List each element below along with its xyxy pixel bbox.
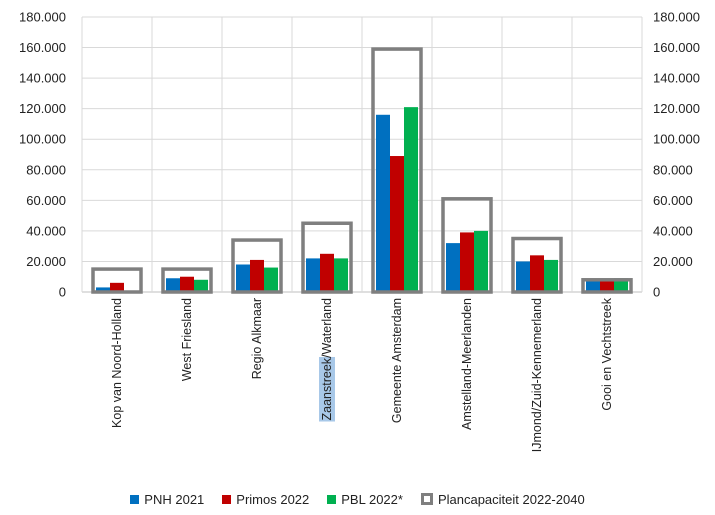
- right-y-axis: 0 20.000 40.000 60.000 80.000 100.000 120.000 1…: [653, 10, 700, 300]
- bar-plancapaciteit-outline: [161, 267, 213, 294]
- left-tick-label: 0: [59, 285, 66, 300]
- legend-label-primos: Primos 2022: [236, 491, 310, 507]
- bar-plancapaciteit-outline: [441, 197, 493, 294]
- bar-pbl-2022: [474, 230, 488, 292]
- bar-pnh-2021: [306, 258, 320, 292]
- left-tick-label: 160.000: [19, 40, 66, 55]
- right-tick-label: 0: [653, 285, 660, 300]
- legend-swatch-pbl: [327, 494, 337, 504]
- bar-primos-2022: [250, 259, 264, 292]
- bar-pbl-2022: [544, 259, 558, 292]
- label-highlight: [319, 356, 335, 422]
- legend-label-pnh: PNH 2021: [144, 491, 205, 507]
- bar-pnh-2021: [96, 287, 110, 292]
- left-tick-label: 60.000: [26, 193, 66, 208]
- left-y-axis: 0 20.000 40.000 60.000 80.000 100.000 120.000 1…: [19, 10, 66, 300]
- left-tick-label: 180.000: [19, 10, 66, 25]
- bar-plancapaciteit-outline: [231, 238, 283, 294]
- category-label: IJmond/Zuid-Kennemerland: [530, 298, 544, 452]
- bar-plancapaciteit-outline: [511, 236, 563, 294]
- legend-swatch-primos: [222, 494, 232, 504]
- bar-pbl-2022: [194, 279, 208, 292]
- bar-pnh-2021: [446, 243, 460, 292]
- bar-plancapaciteit-outline: [91, 267, 143, 294]
- bars-layer: [91, 47, 633, 294]
- bar-primos-2022: [180, 276, 194, 292]
- left-tick-label: 40.000: [26, 223, 66, 238]
- bar-primos-2022: [390, 156, 404, 292]
- label-highlight-rect: [319, 356, 335, 422]
- bar-pbl-2022: [334, 258, 348, 292]
- bar-primos-2022: [110, 282, 124, 292]
- right-tick-label: 160.000: [653, 40, 700, 55]
- right-tick-label: 20.000: [653, 254, 693, 269]
- legend: PNH 2021 Primos 2022 PBL 2022* Plancapac…: [0, 489, 715, 509]
- bar-pbl-2022: [404, 107, 418, 292]
- bar-plancapaciteit-outline: [581, 278, 633, 294]
- right-tick-label: 80.000: [653, 162, 693, 177]
- bar-pbl-2022: [264, 267, 278, 292]
- legend-item-primos: Primos 2022: [222, 492, 309, 507]
- right-tick-label: 100.000: [653, 132, 700, 147]
- legend-item-pbl: PBL 2022*: [327, 492, 403, 507]
- left-tick-label: 100.000: [19, 132, 66, 147]
- legend-item-plancapaciteit: Plancapaciteit 2022-2040: [420, 491, 585, 507]
- category-labels: Kop van Noord-Holland West Friesland Regio…: [110, 297, 614, 452]
- bar-primos-2022: [460, 232, 474, 292]
- grid-layer: [81, 16, 643, 293]
- legend-label-plancapaciteit: Plancapaciteit 2022-2040: [437, 491, 585, 507]
- bar-pnh-2021: [166, 278, 180, 292]
- right-tick-label: 140.000: [653, 71, 700, 86]
- bar-pnh-2021: [516, 261, 530, 292]
- legend-label-pbl: PBL 2022*: [341, 491, 403, 507]
- left-tick-label: 80.000: [26, 162, 66, 177]
- legend-swatch-plancapaciteit: [420, 493, 433, 505]
- bar-pnh-2021: [376, 114, 390, 293]
- legend-swatch-pnh: [130, 494, 140, 504]
- left-tick-label: 20.000: [26, 254, 66, 269]
- bar-pnh-2021: [236, 264, 250, 292]
- right-tick-label: 60.000: [653, 193, 693, 208]
- bar-plancapaciteit-outline: [301, 221, 353, 294]
- bar-pnh-2021: [586, 281, 600, 292]
- category-label: Regio Alkmaar: [250, 298, 264, 379]
- bar-primos-2022: [600, 281, 614, 292]
- right-tick-label: 180.000: [653, 10, 700, 25]
- right-tick-label: 120.000: [653, 101, 700, 116]
- bar-pbl-2022: [614, 278, 628, 292]
- category-label: Gooi en Vechtstreek: [600, 297, 614, 410]
- category-label: Gemeente Amsterdam: [390, 298, 404, 423]
- category-label: Zaanstreek/Waterland: [320, 298, 334, 421]
- legend-item-pnh: PNH 2021: [130, 492, 204, 507]
- category-label: Amstelland-Meerlanden: [460, 298, 474, 430]
- category-label: Kop van Noord-Holland: [110, 298, 124, 428]
- right-tick-label: 40.000: [653, 223, 693, 238]
- bar-plancapaciteit-outline: [371, 47, 423, 294]
- left-tick-label: 140.000: [19, 71, 66, 86]
- bar-primos-2022: [320, 253, 334, 292]
- category-label: West Friesland: [180, 298, 194, 381]
- bar-primos-2022: [530, 255, 544, 292]
- left-tick-label: 120.000: [19, 101, 66, 116]
